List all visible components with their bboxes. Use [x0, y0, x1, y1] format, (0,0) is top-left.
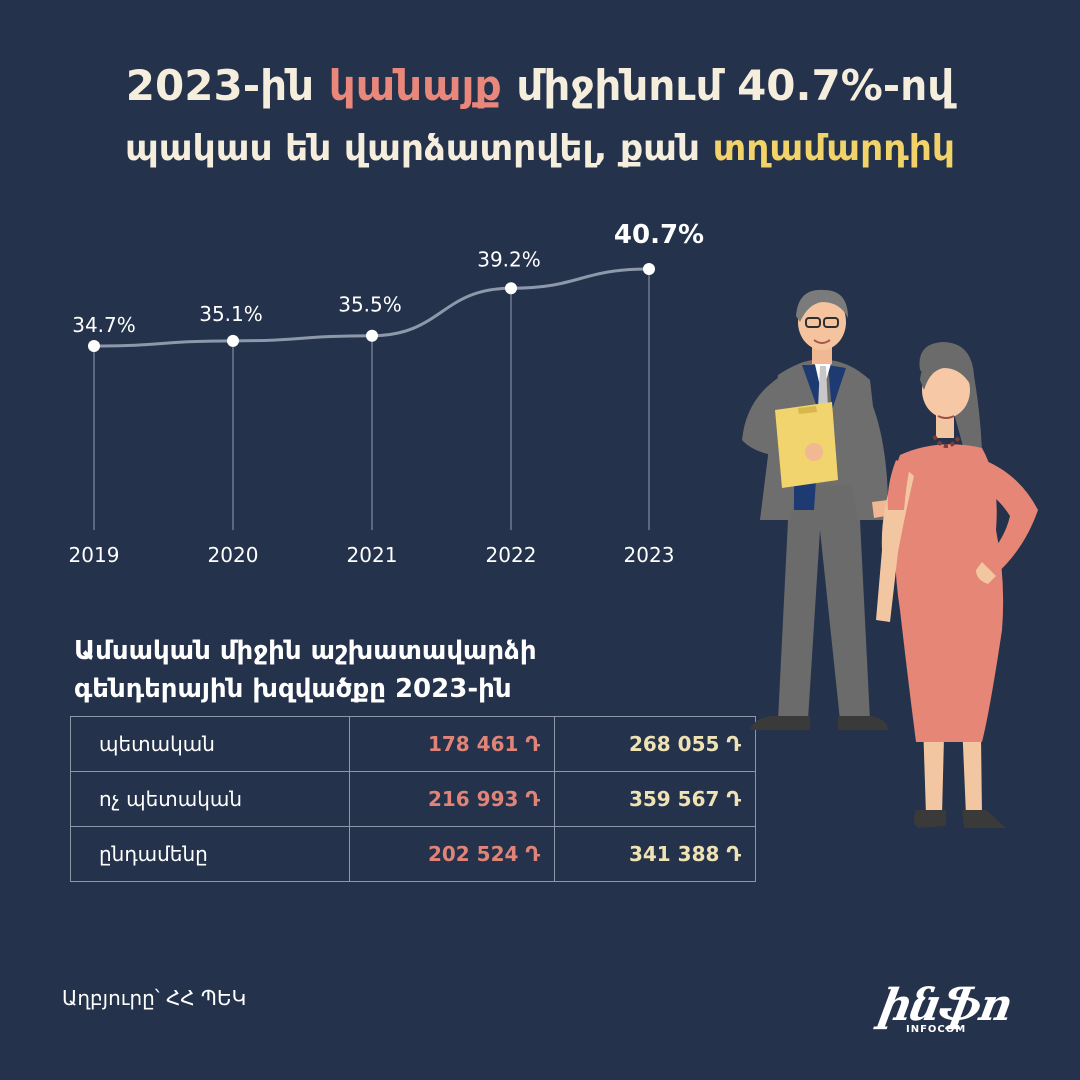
data-label-2020: 35.1%: [199, 302, 263, 326]
x-tick-2023: 2023: [624, 543, 675, 567]
data-label-2023: 40.7%: [614, 220, 704, 250]
headline-line-2: պակաս են վարձատրվել, քան տղամարդիկ: [0, 122, 1080, 176]
wage-gap-table: պետական 178 461 Դ 268 055 Դ ոչ պետական 2…: [70, 716, 756, 882]
point-2023: [643, 263, 655, 275]
headline-women: կանայք: [328, 61, 502, 110]
woman-figure: [876, 342, 1038, 828]
couple-illustration: [742, 289, 1038, 828]
logo-wordmark: ինֆո: [875, 980, 1015, 1031]
headline-line-1: 2023-ին կանայք միջինում 40.7%-ով: [0, 56, 1080, 116]
x-tick-2020: 2020: [208, 543, 259, 567]
headline: 2023-ին կանայք միջինում 40.7%-ով պակաս ե…: [0, 56, 1080, 176]
point-2022: [505, 282, 517, 295]
point-2021: [366, 329, 378, 342]
point-2019: [88, 340, 100, 352]
data-label-2022: 39.2%: [477, 247, 541, 271]
x-tick-2021: 2021: [347, 543, 398, 567]
row-label: ընդամենը: [70, 826, 350, 882]
female-wage: 202 524 Դ: [349, 826, 555, 882]
logo-subtext: INFOCOM: [906, 1024, 967, 1035]
table-row: ընդամենը 202 524 Դ 341 388 Դ: [70, 826, 756, 882]
point-2020: [227, 334, 239, 347]
row-label: ոչ պետական: [70, 771, 350, 827]
headline-l1-post: միջինում 40.7%-ով: [516, 61, 955, 110]
male-wage: 359 567 Դ: [554, 771, 756, 827]
data-label-2019: 34.7%: [72, 313, 136, 337]
row-label: պետական: [70, 716, 350, 772]
source-note: Աղբյուրը՝ ՀՀ ՊԵԿ: [62, 986, 247, 1010]
headline-men: տղամարդիկ: [712, 128, 955, 169]
headline-l2-pre: պակաս են վարձատրվել, քան: [125, 128, 701, 169]
x-tick-2019: 2019: [69, 543, 120, 567]
man-figure: [742, 289, 888, 730]
table-title: Ամսական միջին աշխատավարձի գենդերային խզվ…: [74, 636, 537, 704]
female-wage: 216 993 Դ: [349, 771, 555, 827]
female-wage: 178 461 Դ: [349, 716, 555, 772]
table-row: ոչ պետական 216 993 Դ 359 567 Դ: [70, 771, 756, 827]
infocom-logo: ինֆո INFOCOM: [876, 980, 1050, 1040]
table-row: պետական 178 461 Դ 268 055 Դ: [70, 716, 756, 772]
headline-l1-pre: 2023-ին: [125, 61, 315, 110]
gender-gap-line-chart: 34.7% 35.1% 35.5% 39.2% 40.7% 2019 2020 2021 202…: [69, 220, 705, 567]
data-label-2021: 35.5%: [338, 293, 402, 317]
male-wage: 341 388 Դ: [554, 826, 756, 882]
x-tick-2022: 2022: [486, 543, 537, 567]
